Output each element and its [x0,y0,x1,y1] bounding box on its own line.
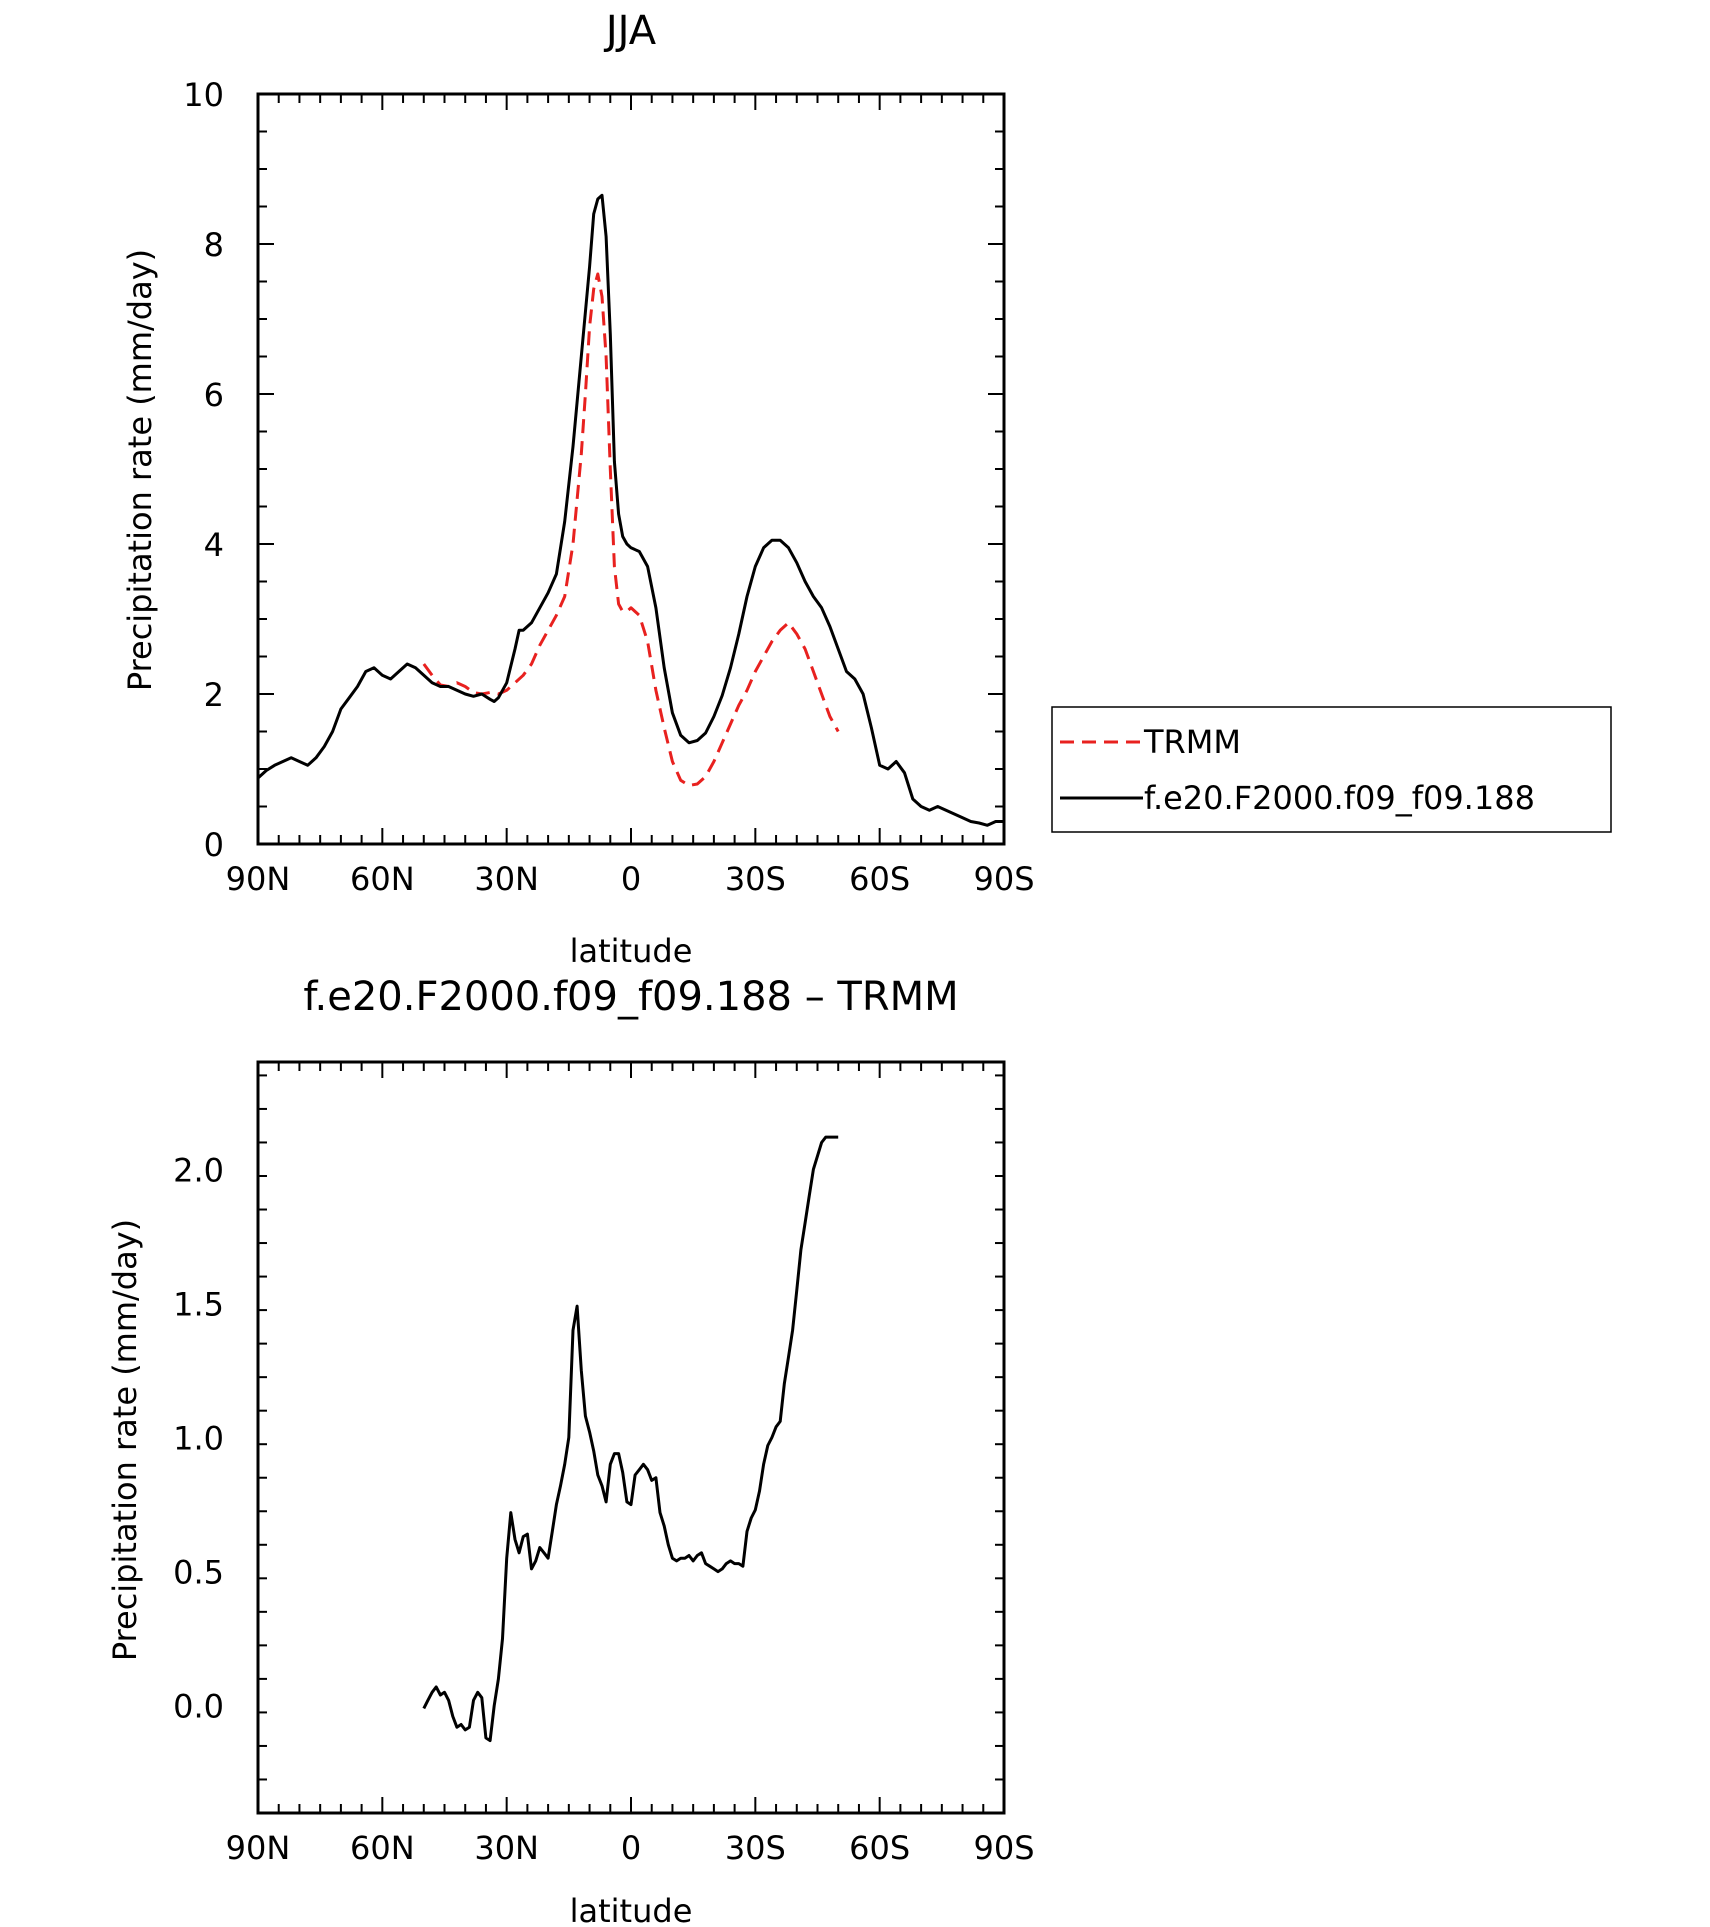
legend-label-trmm: TRMM [1143,723,1241,761]
x-tick-label: 30N [474,1829,539,1867]
y-axis-label: Precipitation rate (mm/day) [106,1219,144,1661]
y-tick-label: 8 [204,226,224,264]
series-line-difference [422,1135,839,1743]
y-axis-label: Precipitation rate (mm/day) [121,249,159,691]
x-tick-label: 90S [973,1829,1034,1867]
y-tick-label: 4 [204,526,224,564]
chart-title: f.e20.F2000.f09_f09.188 – TRMM [303,974,958,1020]
series-line-trmm [422,272,840,787]
plot-frame [256,1060,1006,1815]
x-tick-label: 0 [621,860,641,898]
bottom-panel: f.e20.F2000.f09_f09.188 – TRMM 90N 60N 30N… [106,974,1035,1927]
y-tick-label: 2 [204,676,224,714]
x-tick-label: 90S [973,860,1034,898]
y-tick-label: 1.0 [173,1420,224,1458]
plot-frame [256,92,1006,846]
plot-area: 90N 60N 30N 0 30S 60S 90S 0 2 4 6 8 10 [183,76,1034,898]
x-tick-label: 60S [849,860,910,898]
y-tick-label: 0 [204,826,224,864]
chart-title: JJA [603,8,657,54]
series-line-f-e20-f2000-f09-f09-188 [256,193,1004,827]
x-axis-label: latitude [570,932,693,970]
x-tick-label: 0 [621,1829,641,1867]
x-tick-label: 60N [350,1829,415,1867]
x-tick-label: 30N [474,860,539,898]
y-tick-label: 0.5 [173,1554,224,1592]
y-tick-label: 1.5 [173,1285,224,1323]
legend-box [1051,706,1612,833]
y-tick-label: 0.0 [173,1688,224,1726]
x-axis-label: latitude [570,1892,693,1927]
y-tick-label: 2.0 [173,1151,224,1189]
y-tick-label: 6 [204,376,224,414]
plot-area: 90N 60N 30N 0 30S 60S 90S 0.0 0.5 1.0 1.5 2.0 [173,1060,1035,1867]
x-tick-label: 90N [226,860,291,898]
x-tick-label: 60S [849,1829,910,1867]
x-tick-label: 30S [725,1829,786,1867]
x-tick-label: 30S [725,860,786,898]
legend-label-model: f.e20.F2000.f09_f09.188 [1144,779,1535,817]
legend: TRMM f.e20.F2000.f09_f09.188 [1051,706,1612,833]
y-tick-label: 10 [183,76,224,114]
x-tick-label: 90N [226,1829,291,1867]
x-tick-label: 60N [350,860,415,898]
